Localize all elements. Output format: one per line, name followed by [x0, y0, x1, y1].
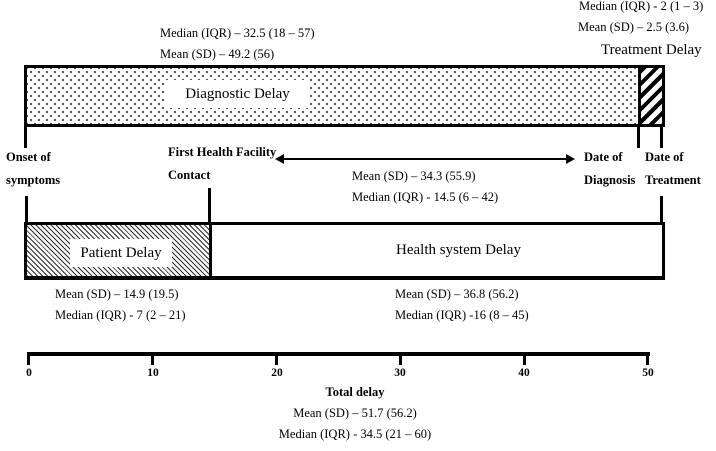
patient-delay-mean-stat: Mean (SD) – 14.9 (19.5)	[55, 287, 179, 301]
diagnostic-delay-bar	[24, 65, 665, 127]
milestone-onset-line1: Onset of	[6, 150, 51, 164]
total-delay-median-stat: Median (IQR) - 34.5 (21 – 60)	[278, 427, 432, 441]
onset-lower-connector	[25, 196, 28, 222]
onset-upper-connector	[24, 127, 27, 148]
axis-tick-label-30: 30	[394, 367, 406, 379]
diagnostic-delay-median-stat: Median (IQR) – 32.5 (18 – 57)	[160, 26, 315, 40]
diagnosis-connector	[637, 127, 640, 148]
treatment-upper-connector	[660, 127, 663, 148]
total-delay-mean-stat: Mean (SD) – 51.7 (56.2)	[293, 406, 417, 420]
treatment-delay-mean-stat: Mean (SD) – 2.5 (3.6)	[578, 20, 690, 34]
treatment-lower-connector	[660, 196, 663, 222]
time-axis	[27, 352, 650, 356]
axis-tick-10	[151, 352, 154, 365]
axis-tick-label-10: 10	[147, 367, 159, 379]
milestone-diagnosis-line2: Diagnosis	[584, 173, 636, 187]
arrow-median-stat: Median (IQR) - 14.5 (6 – 42)	[352, 190, 499, 204]
milestone-diagnosis-line1: Date of	[584, 150, 623, 164]
milestone-first-contact-line2: Contact	[168, 168, 211, 182]
axis-tick-0	[27, 352, 30, 365]
health-system-delay-median-stat: Median (IQR) -16 (8 – 45)	[395, 308, 529, 322]
milestone-treatment-line2: Treatment	[645, 173, 701, 187]
diagnostic-delay-mean-stat: Mean (SD) – 49.2 (56)	[160, 47, 275, 61]
milestone-treatment-line1: Date of	[645, 150, 684, 164]
total-delay-title: Total delay	[325, 385, 385, 399]
axis-tick-20	[275, 352, 278, 365]
health-system-delay-label: Health system Delay	[396, 242, 521, 258]
first-contact-connector	[208, 188, 211, 222]
axis-tick-30	[399, 352, 402, 365]
health-system-delay-arrow	[283, 158, 567, 160]
axis-tick-label-20: 20	[271, 367, 283, 379]
axis-tick-50	[646, 352, 649, 365]
patient-health-delay-bar	[24, 222, 665, 280]
treatment-delay-median-stat: Median (IQR) - 2 (1 – 3)	[579, 0, 704, 13]
diagnostic-delay-label: Diagnostic Delay	[165, 80, 310, 108]
milestone-first-contact-line1: First Health Facility	[168, 145, 277, 159]
patient-delay-label: Patient Delay	[70, 239, 172, 267]
arrow-left-head-icon	[275, 154, 284, 164]
milestone-onset-line2: symptoms	[6, 173, 61, 187]
patient-delay-median-stat: Median (IQR) - 7 (2 – 21)	[55, 308, 186, 322]
health-system-delay-mean-stat: Mean (SD) – 36.8 (56.2)	[395, 287, 519, 301]
treatment-delay-title: Treatment Delay	[601, 42, 702, 58]
axis-tick-label-40: 40	[518, 367, 530, 379]
arrow-mean-stat: Mean (SD) – 34.3 (55.9)	[352, 169, 476, 183]
axis-tick-40	[523, 352, 526, 365]
treatment-delay-segment	[638, 68, 662, 124]
arrow-right-head-icon	[566, 154, 575, 164]
axis-tick-label-0: 0	[26, 367, 32, 379]
axis-tick-label-50: 50	[642, 367, 654, 379]
